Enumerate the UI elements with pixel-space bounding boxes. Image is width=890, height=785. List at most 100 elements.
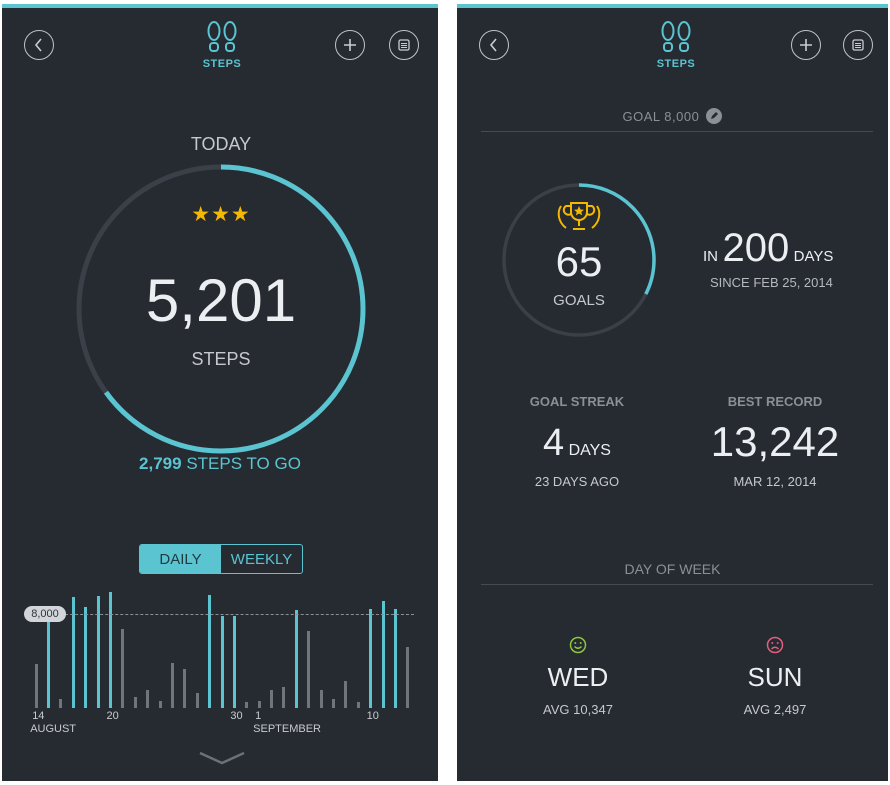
chevron-down-icon[interactable] xyxy=(198,750,246,766)
frown-icon xyxy=(766,636,784,654)
best-record-sub: MAR 12, 2014 xyxy=(733,474,817,489)
chart-bar[interactable] xyxy=(84,606,88,708)
chart-bar[interactable] xyxy=(220,615,224,708)
worst-day-avg-label: AVG xyxy=(743,702,771,717)
day-of-week-title: DAY OF WEEK xyxy=(624,561,721,577)
chevron-left-icon xyxy=(34,38,42,52)
chart-bar[interactable] xyxy=(96,595,100,708)
daily-tab[interactable]: DAILY xyxy=(140,545,221,573)
today-label: TODAY xyxy=(190,134,252,154)
chart-bar[interactable] xyxy=(344,680,348,708)
list-button[interactable] xyxy=(843,30,873,60)
chart-month-label: AUGUST xyxy=(30,723,77,735)
best-record-title: BEST RECORD xyxy=(727,394,823,409)
chevron-left-icon xyxy=(489,38,497,52)
chart-bar[interactable] xyxy=(393,608,397,708)
best-record-value: 13,242 xyxy=(710,418,840,465)
chart-tick-label: 30 xyxy=(230,710,243,722)
goal-title: GOAL 8,000 xyxy=(622,109,700,124)
chart-bar[interactable] xyxy=(406,646,410,708)
chart-bar[interactable] xyxy=(257,700,261,708)
chart-bar[interactable] xyxy=(331,698,335,708)
in-label: IN xyxy=(703,248,718,265)
smile-icon xyxy=(569,636,587,654)
chart-tick-label: 20 xyxy=(106,710,119,722)
steps-unit: STEPS xyxy=(191,349,251,369)
top-accent-line xyxy=(457,4,888,8)
chart-bar[interactable] xyxy=(307,631,311,708)
goal-streak-sub: 23 DAYS AGO xyxy=(534,474,620,489)
best-day-avg: AVG 10,347 xyxy=(518,702,638,717)
list-button[interactable] xyxy=(389,30,419,60)
chart-bar[interactable] xyxy=(270,690,274,708)
chart-bar[interactable] xyxy=(381,600,385,708)
remaining-text: STEPS TO GO xyxy=(186,454,301,473)
goal-line xyxy=(30,613,414,615)
header-title: STEPS xyxy=(202,58,242,70)
add-button[interactable] xyxy=(791,30,821,60)
edit-goal-button[interactable] xyxy=(706,108,723,124)
chart-bar[interactable] xyxy=(47,619,51,708)
divider xyxy=(481,584,873,585)
plus-icon xyxy=(800,39,812,51)
range-toggle: DAILY WEEKLY xyxy=(139,544,303,574)
pencil-icon xyxy=(711,112,719,119)
chart-bar[interactable] xyxy=(369,608,373,708)
chart-bar[interactable] xyxy=(34,664,38,708)
chart-bar[interactable] xyxy=(121,628,125,708)
best-day-avg-value: 10,347 xyxy=(573,702,613,717)
best-day-avg-label: AVG xyxy=(543,702,570,717)
chart-bar[interactable] xyxy=(59,698,63,708)
goal-streak-unit: DAYS xyxy=(568,442,611,459)
chart-bar[interactable] xyxy=(109,592,113,708)
steps-stats-screen: STEPS GOAL 8,000 65 GOALS IN 200 DAYS SI… xyxy=(457,4,888,781)
footsteps-icon xyxy=(661,21,691,52)
chart-bar[interactable] xyxy=(294,610,298,708)
chart-bar[interactable] xyxy=(208,594,212,708)
chart-bar[interactable] xyxy=(356,702,360,708)
star-rating: ★★★ xyxy=(191,203,251,226)
days-value: 200 xyxy=(722,226,790,270)
worst-day-avg: AVG 2,497 xyxy=(715,702,835,717)
chart-tick-label: 1 xyxy=(255,710,262,722)
chart-bar[interactable] xyxy=(282,686,286,708)
chart-bar[interactable] xyxy=(71,597,75,708)
since-date: SINCE FEB 25, 2014 xyxy=(710,275,833,290)
add-button[interactable] xyxy=(335,30,365,60)
goal-streak-value-row: 4 DAYS xyxy=(487,422,667,465)
chart-bar[interactable] xyxy=(158,700,162,708)
top-accent-line xyxy=(2,4,438,8)
chart-bar[interactable] xyxy=(170,663,174,708)
back-button[interactable] xyxy=(479,30,509,60)
days-summary: IN 200 DAYS xyxy=(703,226,833,271)
goal-title-row: GOAL 8,000 xyxy=(457,108,888,124)
goals-label: GOALS xyxy=(553,292,605,309)
goals-count: 65 xyxy=(555,238,603,285)
chart-bar[interactable] xyxy=(232,615,236,708)
weekly-tab[interactable]: WEEKLY xyxy=(230,550,293,568)
list-icon xyxy=(852,39,864,51)
daily-steps-chart: 8,000 xyxy=(24,590,414,708)
trophy-icon xyxy=(557,202,601,230)
goal-streak-title: GOAL STREAK xyxy=(529,394,625,409)
divider xyxy=(481,131,873,132)
chart-bar[interactable] xyxy=(183,669,187,708)
chart-bar[interactable] xyxy=(133,697,137,708)
chart-bar[interactable] xyxy=(319,690,323,708)
chart-tick-label: 10 xyxy=(366,710,379,722)
best-day: WED xyxy=(547,662,609,692)
goal-streak-value: 4 xyxy=(543,422,565,464)
chart-bar[interactable] xyxy=(245,702,249,708)
back-button[interactable] xyxy=(24,30,54,60)
chart-tick-label: 14 xyxy=(32,710,45,722)
progress-ring xyxy=(76,164,366,454)
worst-day: SUN xyxy=(747,662,803,692)
steps-today-screen: STEPS TODAY ★★★ 5,201 STEPS 2,799 STEPS … xyxy=(2,4,438,781)
chart-bar[interactable] xyxy=(146,690,150,708)
footsteps-icon xyxy=(207,21,237,52)
plus-icon xyxy=(344,39,356,51)
chart-bar[interactable] xyxy=(195,692,199,708)
steps-to-go: 2,799 STEPS TO GO xyxy=(2,454,438,474)
goals-ring xyxy=(502,183,656,337)
days-label: DAYS xyxy=(793,248,834,265)
